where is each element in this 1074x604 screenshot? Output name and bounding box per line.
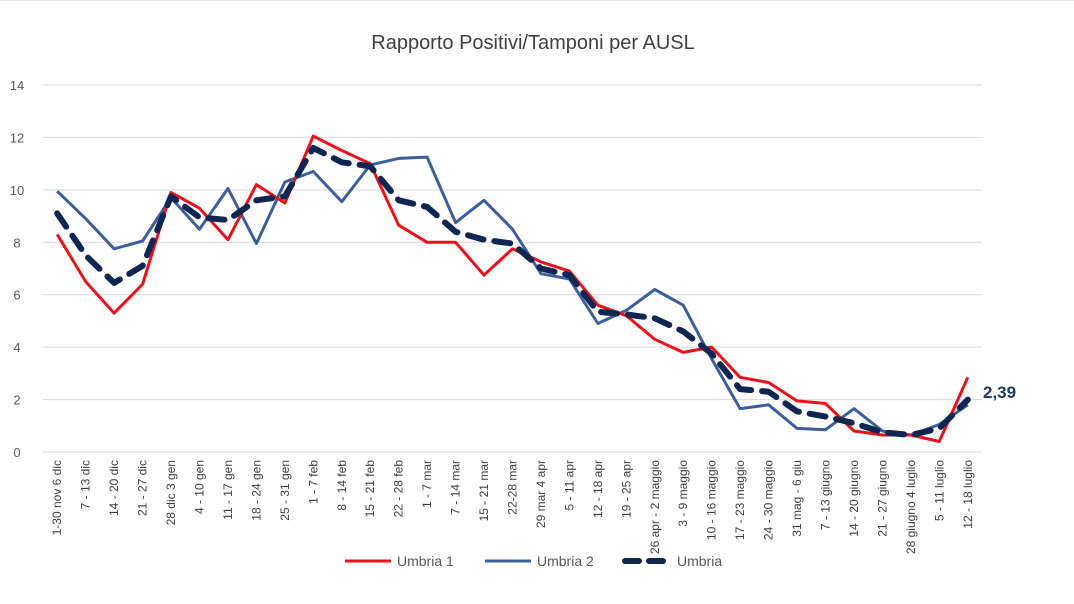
x-tick-label: 14 - 20 dic <box>107 460 121 516</box>
x-tick-label: 4 - 10 gen <box>193 460 207 514</box>
x-tick-label: 21 - 27 giugno <box>875 460 889 537</box>
x-tick-label: 5 - 11 apr <box>562 460 576 510</box>
x-tick-label: 8 - 14 feb <box>335 460 349 511</box>
x-tick-label: 1 - 7 mar <box>420 460 434 508</box>
x-tick-label: 7 - 14 mar <box>449 460 463 515</box>
x-tick-label: 15 - 21 mar <box>477 460 491 521</box>
gridlines <box>43 84 982 453</box>
legend-label: Umbria 2 <box>537 553 594 569</box>
series-line-umbria-1 <box>55 134 970 443</box>
x-tick-label: 18 - 24 gen <box>249 460 263 521</box>
x-tick-label: 24 - 30 maggio <box>762 460 776 540</box>
chart-title: Rapporto Positivi/Tamponi per AUSL <box>371 32 695 54</box>
x-axis-ticks: 1-30 nov 6 dic 7 - 13 dic 14 - 20 dic 21 - … <box>50 460 975 554</box>
x-tick-label: 5 - 11 luglio <box>932 460 946 521</box>
y-tick-label: 4 <box>13 340 20 355</box>
y-tick-label: 6 <box>13 288 20 303</box>
x-tick-label: 19 - 25 apr <box>619 460 633 518</box>
x-tick-label: 12 - 18 apr <box>591 460 605 518</box>
x-tick-label: 31 mag - 6 giu <box>790 460 804 537</box>
series-line-umbria-2 <box>56 155 969 437</box>
x-tick-label: 17 - 23 maggio <box>733 460 747 540</box>
x-tick-label: 28 dic 3 gen <box>164 460 178 525</box>
legend-label: Umbria 1 <box>397 553 454 569</box>
y-tick-label: 0 <box>13 445 20 460</box>
y-tick-label: 12 <box>10 130 24 145</box>
x-tick-label: 26 apr - 2 maggio <box>648 460 662 554</box>
x-tick-label: 15 - 21 feb <box>363 460 377 518</box>
x-tick-label: 3 - 9 maggio <box>676 460 690 527</box>
legend-label: Umbria <box>677 553 722 569</box>
x-tick-label: 11 - 17 gen <box>221 460 235 520</box>
x-tick-label: 22-28 mar <box>506 460 520 515</box>
x-tick-label: 12 - 18 luglio <box>961 460 975 529</box>
x-tick-label: 22 - 28 feb <box>392 460 406 518</box>
legend: Umbria 1 Umbria 2 Umbria <box>345 553 722 569</box>
y-axis-ticks: 0 2 4 6 8 10 12 14 <box>10 78 24 460</box>
x-tick-label: 29 mar 4 apr <box>534 460 548 528</box>
x-tick-label: 14 - 20 giugno <box>847 460 861 537</box>
y-tick-label: 8 <box>13 235 20 250</box>
x-tick-label: 21 - 27 dic <box>136 460 150 516</box>
x-tick-label: 25 - 31 gen <box>278 460 292 521</box>
y-tick-label: 10 <box>10 183 24 198</box>
last-value-label: 2,39 <box>983 383 1016 402</box>
x-tick-label: 1 - 7 feb <box>306 460 320 504</box>
x-tick-label: 7 - 13 giugno <box>819 460 833 530</box>
series-line-umbria <box>54 144 971 438</box>
x-tick-label: 1-30 nov 6 dic <box>50 460 64 535</box>
y-tick-label: 2 <box>13 393 20 408</box>
series-lines <box>54 134 971 443</box>
y-tick-label: 14 <box>10 78 24 93</box>
x-tick-label: 7 - 13 dic <box>79 460 93 509</box>
x-tick-label: 10 - 16 maggio <box>705 460 719 540</box>
x-tick-label: 28 giugno 4 luglio <box>904 460 918 554</box>
